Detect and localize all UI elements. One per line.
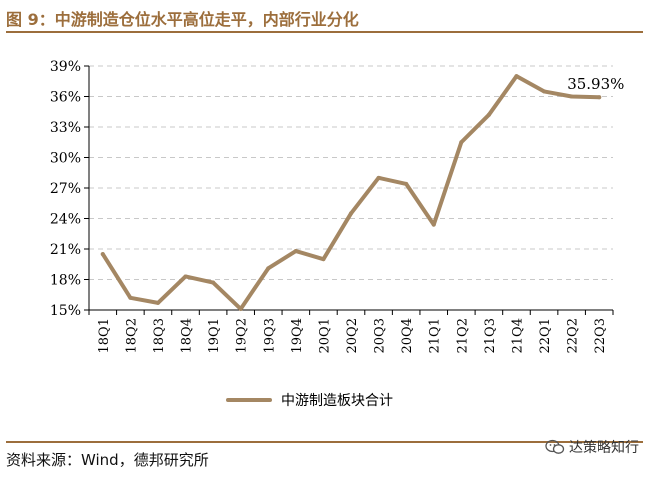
source-note: 资料来源：Wind，德邦研究所 (6, 451, 209, 469)
legend: 中游制造板块合计 (226, 393, 393, 409)
x-tick-label: 21Q4 (510, 318, 525, 353)
data-point (376, 175, 381, 180)
data-point (238, 306, 243, 311)
x-tick-label: 20Q2 (345, 318, 360, 353)
data-point (404, 181, 409, 186)
data-point (459, 140, 464, 145)
gridlines (84, 65, 613, 311)
data-point (155, 300, 160, 305)
y-tick-label: 39% (50, 59, 81, 75)
data-point (183, 274, 188, 279)
data-point (293, 249, 298, 254)
data-point (349, 211, 353, 216)
title-rule (6, 31, 643, 33)
data-point (128, 295, 133, 300)
series-line (100, 74, 602, 311)
x-tick-label: 20Q1 (317, 318, 332, 353)
x-tick-label: 19Q1 (207, 318, 222, 353)
figure-title: 图 9：中游制造仓位水平高位走平，内部行业分化 (6, 10, 359, 29)
legend-label: 中游制造板块合计 (281, 393, 393, 409)
y-tick-label: 30% (50, 151, 81, 167)
x-tick-label: 20Q3 (373, 318, 388, 353)
x-tick-label: 18Q4 (180, 318, 195, 353)
x-tick-label: 21Q2 (455, 318, 470, 353)
x-tick-label: 19Q3 (262, 318, 277, 353)
x-tick-label: 20Q4 (400, 318, 415, 353)
x-tick-label: 21Q3 (483, 318, 498, 353)
x-tick-label: 21Q1 (428, 318, 443, 353)
x-tick-labels: 18Q1 18Q2 18Q3 18Q4 19Q1 19Q2 19Q3 19Q4 20Q1 20Q2… (97, 318, 608, 353)
data-point (266, 266, 271, 271)
x-tick-label: 18Q1 (97, 318, 112, 353)
data-point (431, 222, 436, 227)
x-tick-label: 22Q3 (593, 318, 608, 353)
data-point (100, 252, 105, 257)
y-tick-labels: 15% 18% 21% 24% 27% 30% 33% 36% 39% (50, 59, 81, 319)
series (100, 74, 602, 311)
y-tick-label: 24% (50, 212, 81, 228)
data-point (569, 94, 574, 99)
data-point (542, 89, 547, 94)
x-tick-label: 22Q2 (566, 318, 581, 353)
data-point (486, 112, 491, 117)
annotation: 35.93% (567, 75, 624, 93)
data-point (514, 74, 519, 79)
data-point (211, 280, 216, 285)
y-tick-label: 27% (50, 181, 81, 197)
x-tick-label: 19Q2 (235, 318, 250, 353)
watermark-text: 达策略知行 (569, 440, 639, 456)
y-tick-label: 18% (50, 273, 81, 289)
data-point (597, 95, 602, 100)
axes (88, 66, 614, 315)
source-rule (6, 441, 643, 443)
y-tick-label: 21% (50, 242, 81, 258)
data-label: 35.93% (567, 75, 624, 93)
y-tick-label: 36% (50, 90, 81, 106)
watermark: 达策略知行 (545, 437, 639, 457)
x-tick-label: 18Q3 (152, 318, 167, 353)
y-tick-label: 33% (50, 120, 81, 136)
x-tick-label: 19Q4 (290, 318, 305, 353)
x-tick-label: 18Q2 (124, 318, 139, 353)
wechat-icon (545, 439, 565, 454)
data-point (321, 257, 326, 262)
y-tick-label: 15% (50, 303, 81, 319)
x-tick-label: 22Q1 (538, 318, 553, 353)
